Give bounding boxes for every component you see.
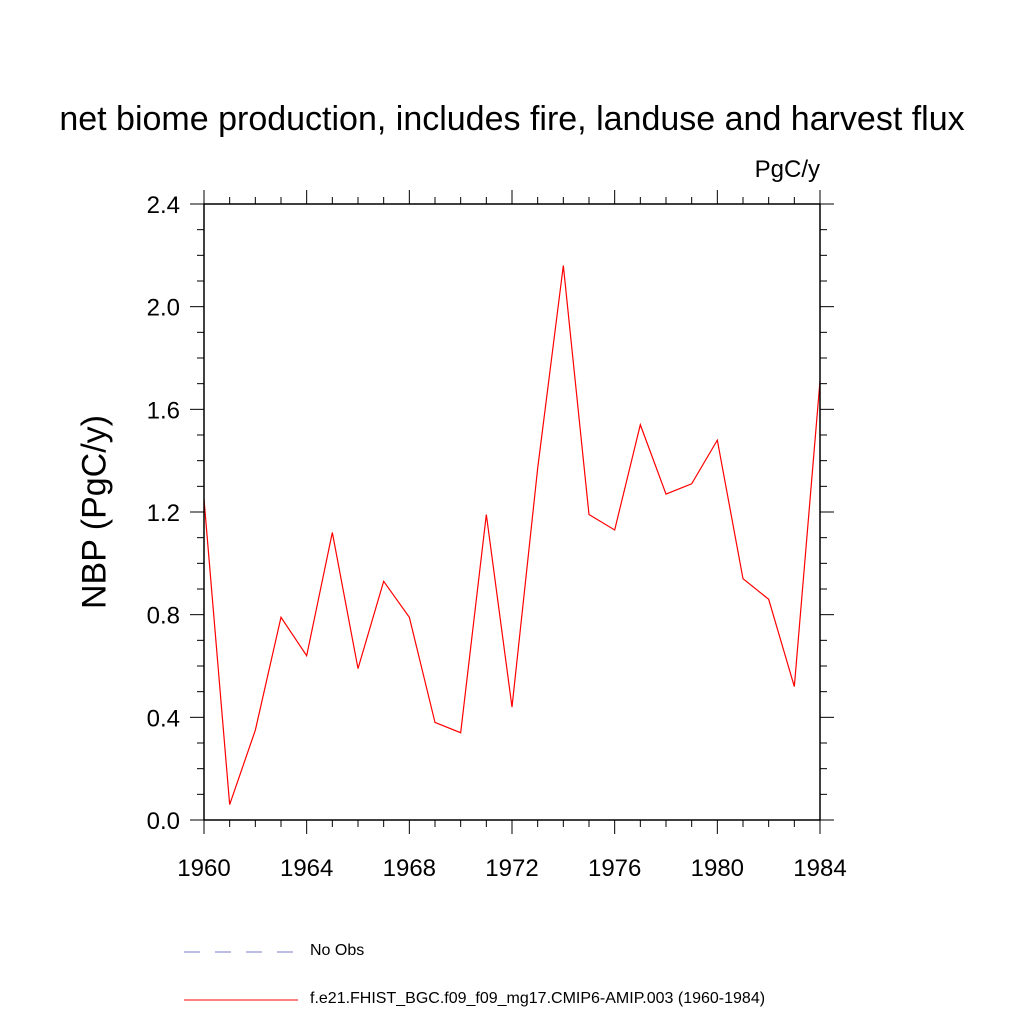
series-layer [203,265,821,805]
axis-ticks [190,190,834,834]
y-tick-label: 2.0 [147,295,180,322]
x-tick-label: 1960 [177,855,230,882]
y-tick-label: 0.0 [147,808,180,835]
y-tick-label: 2.4 [147,192,180,219]
x-tick-label: 1976 [588,855,641,882]
legend [184,951,298,1001]
x-tick-label: 1980 [691,855,744,882]
x-tick-label: 1964 [280,855,333,882]
y-tick-label: 1.2 [147,500,180,527]
legend-label: No Obs [310,942,365,959]
x-tick-label: 1984 [793,855,846,882]
series-line [203,265,821,805]
x-tick-label: 1972 [485,855,538,882]
y-tick-label: 0.4 [147,705,180,732]
plot-frame [203,203,821,821]
axis-tick-labels: 0.0 0.4 0.8 1.2 1.6 2.0 2.4 1960 1964 1968 1972 197… [147,192,847,882]
chart-title: net biome production, includes fire, lan… [59,100,965,138]
x-tick-label: 1968 [383,855,436,882]
y-tick-label: 1.6 [147,397,180,424]
units-label: PgC/y [754,156,820,183]
y-tick-label: 0.8 [147,603,180,630]
legend-label: f.e21.FHIST_BGC.f09_f09_mg17.CMIP6-AMIP.… [310,990,766,1007]
